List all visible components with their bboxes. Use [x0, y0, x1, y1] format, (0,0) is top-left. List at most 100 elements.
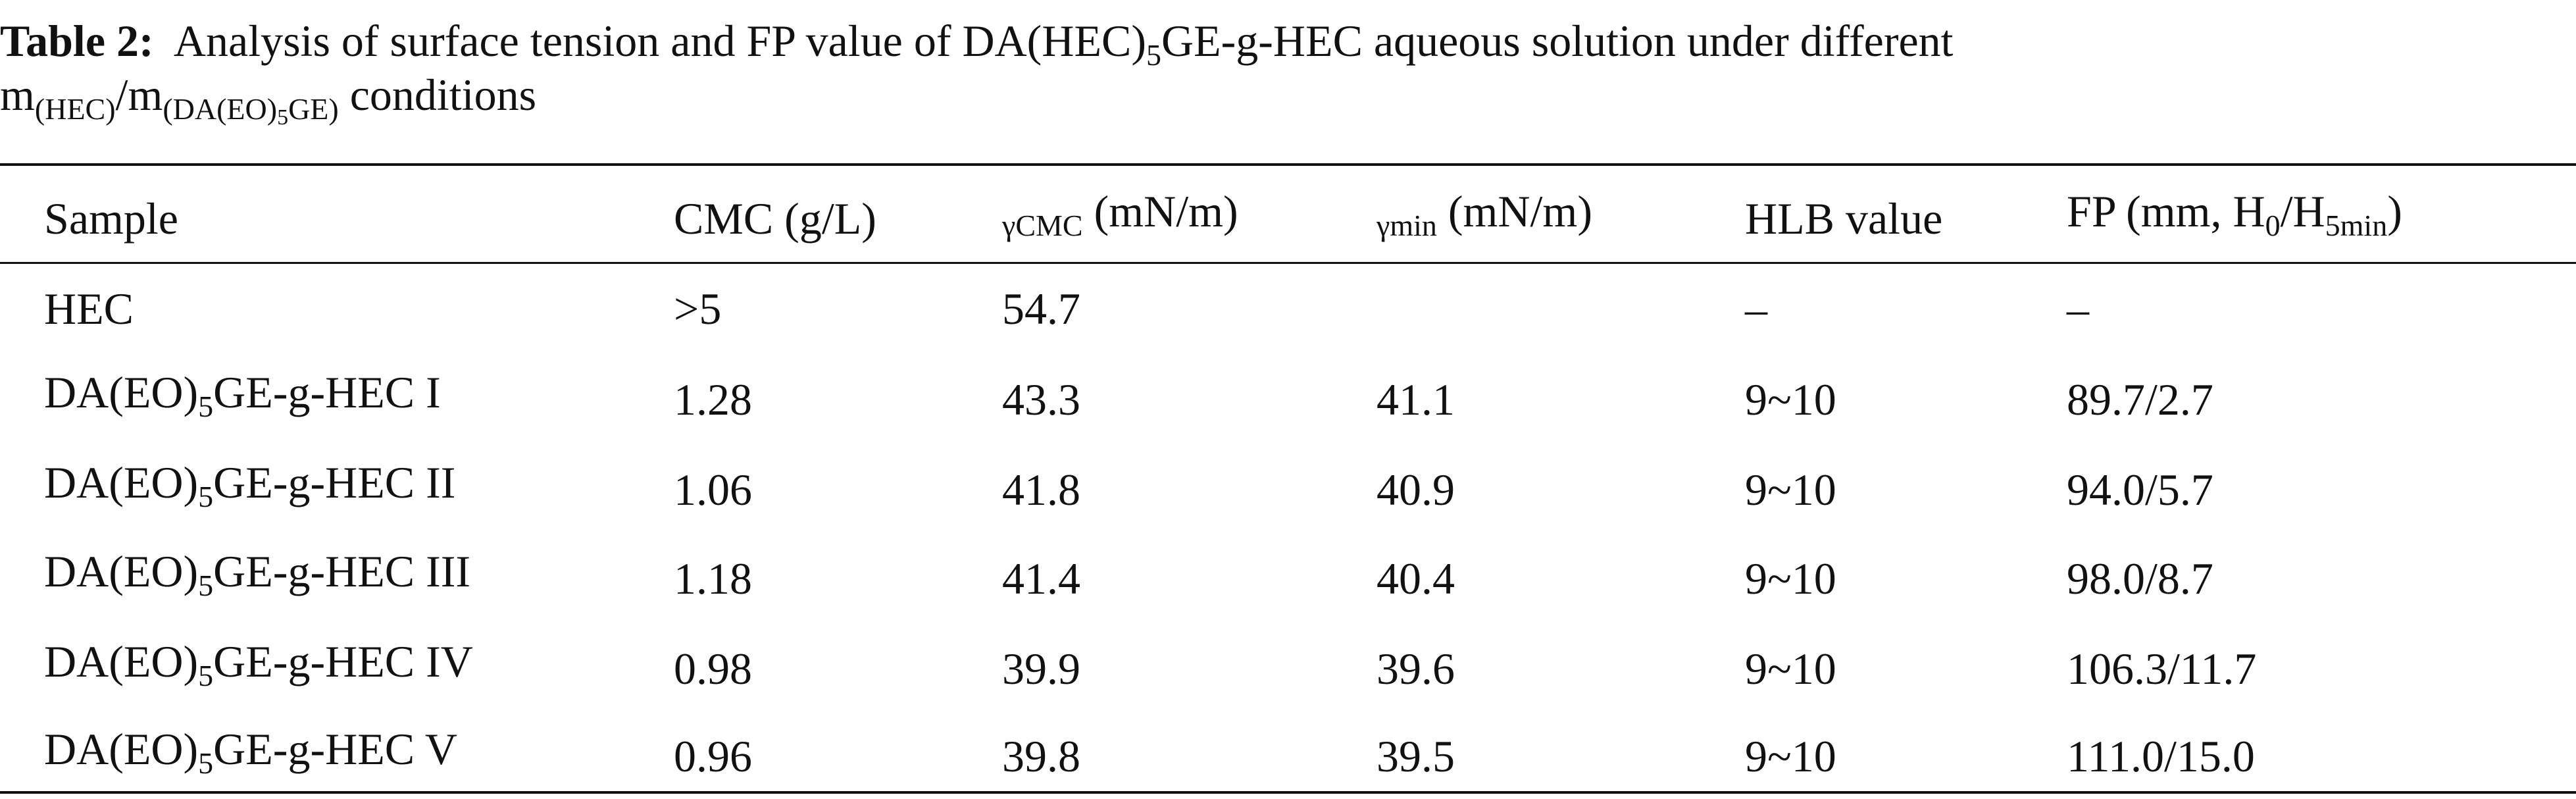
table-cell: DA(EO)5GE-g-HEC IV [44, 635, 473, 702]
text-segment: 9~10 [1745, 465, 1836, 515]
table-cell: 9~10 [1745, 552, 1836, 605]
table-cell: 43.3 [1002, 373, 1080, 426]
table-cell: 39.8 [1002, 730, 1080, 783]
text-segment: 39.5 [1376, 731, 1455, 781]
text-segment: GE-g-HEC II [213, 457, 456, 507]
header-cell: γmin (mN/m) [1376, 185, 1592, 252]
text-segment: 41.4 [1002, 554, 1080, 604]
table-cell: DA(EO)5GE-g-HEC V [44, 723, 457, 790]
text-segment: 5min [2325, 209, 2388, 242]
text-segment: Analysis of surface tension and FP value… [153, 16, 1146, 66]
table-cell: 9~10 [1745, 730, 1836, 783]
text-segment: 5 [277, 105, 289, 130]
table-cell: – [1745, 282, 1767, 335]
text-segment: 9~10 [1745, 731, 1836, 781]
text-segment: GE-g-HEC aqueous solution under differen… [1161, 16, 1954, 66]
text-segment: 94.0/5.7 [2067, 465, 2213, 515]
text-segment: DA(EO) [44, 367, 199, 417]
text-segment: 1.28 [674, 374, 752, 425]
text-segment: γCMC [1002, 209, 1083, 242]
caption-line: m(HEC)/m(DA(EO)5GE) conditions [0, 68, 536, 144]
text-segment: DA(EO) [44, 546, 199, 596]
text-segment: (mN/m) [1436, 186, 1592, 236]
text-segment: HEC [44, 284, 134, 334]
table-cell: 39.5 [1376, 730, 1455, 783]
top-rule [0, 163, 2576, 166]
text-segment: 5 [198, 659, 214, 692]
text-segment: CMC (g/L) [674, 193, 876, 244]
text-segment: 1.18 [674, 554, 752, 604]
table-cell: DA(EO)5GE-g-HEC I [44, 366, 441, 433]
text-segment: 9~10 [1745, 374, 1836, 425]
text-segment: 0 [2265, 209, 2281, 242]
bottom-rule [0, 791, 2576, 794]
table-cell: DA(EO)5GE-g-HEC III [44, 545, 470, 612]
table-cell: 106.3/11.7 [2067, 642, 2256, 695]
text-segment: Table 2: [0, 16, 154, 66]
text-segment: /H [2280, 186, 2325, 236]
text-segment: m [0, 70, 35, 120]
text-segment: 106.3/11.7 [2067, 644, 2257, 694]
text-segment: 111.0/15.0 [2067, 731, 2255, 781]
header-cell: CMC (g/L) [674, 192, 876, 245]
text-segment: (DA(EO) [163, 92, 278, 126]
text-segment: 0.98 [674, 644, 752, 694]
text-segment: – [2067, 284, 2089, 334]
text-segment: /m [115, 70, 163, 120]
table-cell: 54.7 [1002, 282, 1080, 335]
text-segment: 41.8 [1002, 465, 1080, 515]
text-segment: 9~10 [1745, 554, 1836, 604]
table-cell: 1.06 [674, 463, 752, 516]
table-cell: 89.7/2.7 [2067, 373, 2213, 426]
table-cell: 1.28 [674, 373, 752, 426]
text-segment: >5 [674, 284, 722, 334]
text-segment: Sample [44, 193, 178, 244]
text-segment: ) [2387, 186, 2402, 236]
table-cell: 98.0/8.7 [2067, 552, 2213, 605]
table-cell: 41.1 [1376, 373, 1455, 426]
table-cell: 40.4 [1376, 552, 1455, 605]
text-segment: GE-g-HEC IV [213, 636, 473, 686]
text-segment: DA(EO) [44, 724, 199, 774]
text-segment: GE-g-HEC I [213, 367, 441, 417]
table-cell: 94.0/5.7 [2067, 463, 2213, 516]
header-cell: γCMC (mN/m) [1002, 185, 1238, 252]
text-segment: 5 [198, 480, 214, 513]
text-segment: 0.96 [674, 731, 752, 781]
text-segment: 1.06 [674, 465, 752, 515]
header-cell: FP (mm, H0/H5min) [2067, 185, 2402, 252]
text-segment: DA(EO) [44, 457, 199, 507]
header-cell: HLB value [1745, 192, 1942, 245]
text-segment: DA(EO) [44, 636, 199, 686]
text-segment: 54.7 [1002, 284, 1080, 334]
text-segment: 40.4 [1376, 554, 1455, 604]
table-cell: DA(EO)5GE-g-HEC II [44, 456, 455, 523]
table-cell: 39.6 [1376, 642, 1455, 695]
table-cell: – [2067, 282, 2089, 335]
table-cell: 39.9 [1002, 642, 1080, 695]
table-cell: 111.0/15.0 [2067, 730, 2255, 783]
text-segment: 39.8 [1002, 731, 1080, 781]
table-cell: 40.9 [1376, 463, 1455, 516]
table-cell: 41.4 [1002, 552, 1080, 605]
text-segment: (HEC) [34, 92, 116, 126]
text-segment: 43.3 [1002, 374, 1080, 425]
text-segment: FP (mm, H [2067, 186, 2265, 236]
header-cell: Sample [44, 192, 178, 245]
text-segment: 40.9 [1376, 465, 1455, 515]
header-rule [0, 262, 2576, 264]
table-cell: 9~10 [1745, 642, 1836, 695]
text-segment: HLB value [1745, 193, 1943, 244]
text-segment: γmin [1376, 209, 1437, 242]
text-segment: GE) [288, 92, 339, 126]
text-segment: 5 [198, 569, 214, 602]
text-segment: 39.6 [1376, 644, 1455, 694]
text-segment: 5 [1146, 38, 1161, 72]
text-segment: – [1745, 284, 1767, 334]
text-segment: conditions [338, 70, 537, 120]
table-cell: 0.98 [674, 642, 752, 695]
text-segment: 98.0/8.7 [2067, 554, 2213, 604]
table-cell: 1.18 [674, 552, 752, 605]
text-segment: GE-g-HEC V [213, 724, 457, 774]
text-segment: 41.1 [1376, 374, 1455, 425]
